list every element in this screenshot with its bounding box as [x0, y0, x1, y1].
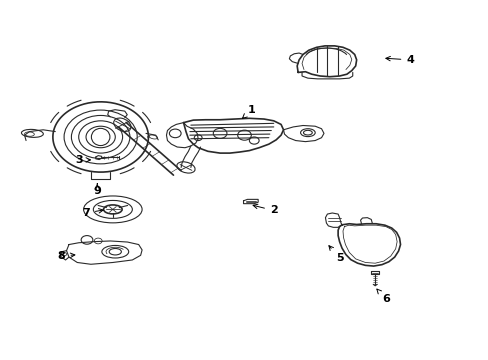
Text: 5: 5 — [328, 246, 343, 263]
Text: 8: 8 — [58, 251, 75, 261]
Text: 3: 3 — [75, 155, 90, 165]
Text: 7: 7 — [82, 208, 103, 218]
Text: 4: 4 — [385, 55, 413, 65]
Text: 1: 1 — [242, 105, 255, 118]
Text: 9: 9 — [93, 184, 101, 197]
Text: 2: 2 — [253, 204, 277, 216]
Text: 6: 6 — [376, 289, 389, 304]
